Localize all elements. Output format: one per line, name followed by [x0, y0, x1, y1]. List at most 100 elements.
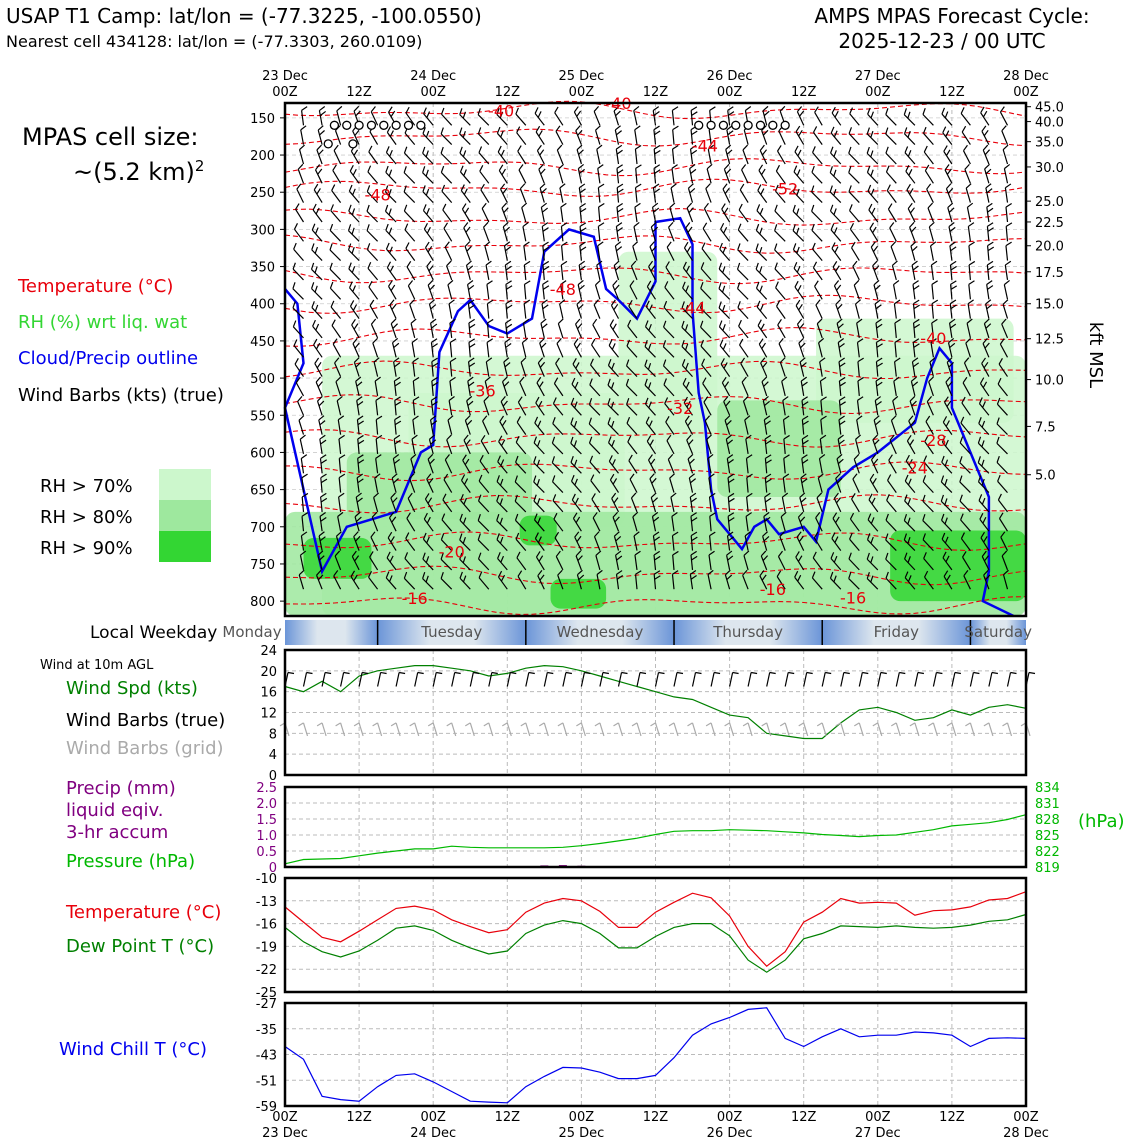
wind-barb-staff [449, 322, 453, 338]
wind-barb-staff [626, 365, 638, 378]
sfc-wind-barb-true [784, 671, 795, 687]
wind-barb-staff [412, 361, 416, 377]
wind-barb-flag [726, 454, 734, 459]
wind-barb-flag [709, 106, 716, 111]
wind-barb-flag [688, 183, 694, 189]
wind-barb-staff [404, 558, 416, 571]
wind-barb-flag [670, 183, 677, 189]
wind-barb [703, 396, 712, 416]
wind-barb [596, 569, 603, 590]
wind-barb-flag [427, 279, 434, 286]
wind-barb [573, 106, 582, 126]
wind-barb-staff [440, 152, 453, 165]
wind-barb-staff [422, 172, 434, 184]
wind-barb-flag [837, 323, 844, 329]
wind-barb-staff [959, 481, 971, 494]
wind-barb-staff [430, 400, 434, 416]
wind-barb-flag [946, 168, 952, 175]
wind-barb-staff [613, 536, 620, 551]
wind-barb-flag [625, 359, 630, 367]
wind-barb [700, 320, 712, 339]
wind-barb [848, 572, 860, 590]
wind-barb-flag [357, 439, 365, 445]
temperature-label: -44 [679, 298, 705, 317]
cell-size-line1: MPAS cell size: [22, 123, 198, 151]
wind-barb-staff [607, 384, 619, 397]
wind-barb-flag [315, 207, 320, 215]
wind-barb [499, 415, 508, 435]
wind-barb [588, 436, 601, 455]
calm-circle [768, 120, 778, 130]
barb-staff [988, 722, 994, 737]
wind-barb-flag [426, 516, 431, 524]
wind-barb-flag [756, 300, 761, 308]
wind-barb-flag [314, 285, 318, 293]
wind-barb [575, 125, 583, 145]
wind-barb-staff [297, 401, 305, 416]
wind-barb-flag [907, 111, 911, 119]
wind-barb-flag [331, 319, 336, 326]
wind-barb [591, 493, 601, 513]
wind-barb-flag [765, 439, 772, 445]
wind-barb-flag [983, 361, 989, 369]
wind-barb [330, 204, 342, 223]
wind-barb [997, 474, 1008, 493]
kft-tick-label: 35.0 [1035, 136, 1064, 151]
wind-barb-staff [515, 461, 527, 474]
wind-barb-flag [818, 337, 825, 344]
sfc-wind-barb-true [321, 671, 332, 687]
wind-barb-staff [589, 442, 601, 455]
wind-barb-staff [777, 324, 786, 339]
wind-barb [725, 144, 733, 165]
wind-barb [906, 434, 916, 455]
wind-barb [796, 318, 805, 339]
wind-barb-flag [763, 110, 770, 117]
wind-barb [615, 570, 624, 590]
barb-flag [714, 671, 721, 675]
wind-barb-flag [615, 110, 621, 117]
barb-flag [464, 722, 471, 727]
wind-barb [949, 299, 957, 319]
wind-barb-staff [1001, 130, 1009, 145]
wind-barb-flag [646, 280, 652, 288]
wind-barb-flag [967, 299, 974, 305]
wind-barb-staff [911, 361, 916, 377]
sfc-wind-barb-grid [298, 722, 309, 737]
wind-barb [1003, 163, 1011, 184]
wind-barb-flag [374, 376, 381, 382]
wind-barb [1001, 125, 1009, 145]
wind-barb-flag [811, 204, 815, 212]
wind-barb-flag [869, 222, 875, 229]
wind-barb-flag [560, 202, 567, 208]
wind-barb-staff [367, 267, 379, 281]
wind-barb-staff [959, 462, 971, 474]
wind-barb-staff [854, 303, 860, 319]
wind-barb-flag [887, 474, 892, 481]
wind-barb [684, 415, 694, 435]
wind-barb-flag [560, 260, 568, 266]
sfc-wind-barb-grid [890, 722, 901, 737]
wind-barb-flag [514, 513, 519, 521]
barb-flag [298, 722, 304, 727]
wind-barb-flag [611, 459, 616, 466]
wind-barb-flag [625, 397, 630, 405]
wind-barb [375, 454, 382, 474]
temperature-contours [284, 100, 1027, 615]
panel-tick-label: 0.5 [256, 845, 277, 860]
wind-barb [478, 146, 490, 165]
wind-barb-flag [403, 204, 408, 212]
wind-barb [963, 357, 971, 377]
wind-barb-flag [838, 439, 845, 445]
wind-barb-flag [650, 458, 656, 465]
wind-barb-flag [614, 531, 620, 537]
wind-barb-staff [628, 305, 638, 319]
wind-barb-flag [672, 531, 679, 537]
wind-barb [440, 165, 453, 184]
wind-barb [522, 318, 530, 338]
wind-barb-staff [942, 421, 953, 435]
wind-barb [909, 221, 917, 242]
wind-barb [370, 106, 379, 126]
wind-barb-staff [404, 229, 416, 242]
wind-barb-flag [758, 338, 764, 345]
wind-barb-staff [590, 364, 601, 377]
